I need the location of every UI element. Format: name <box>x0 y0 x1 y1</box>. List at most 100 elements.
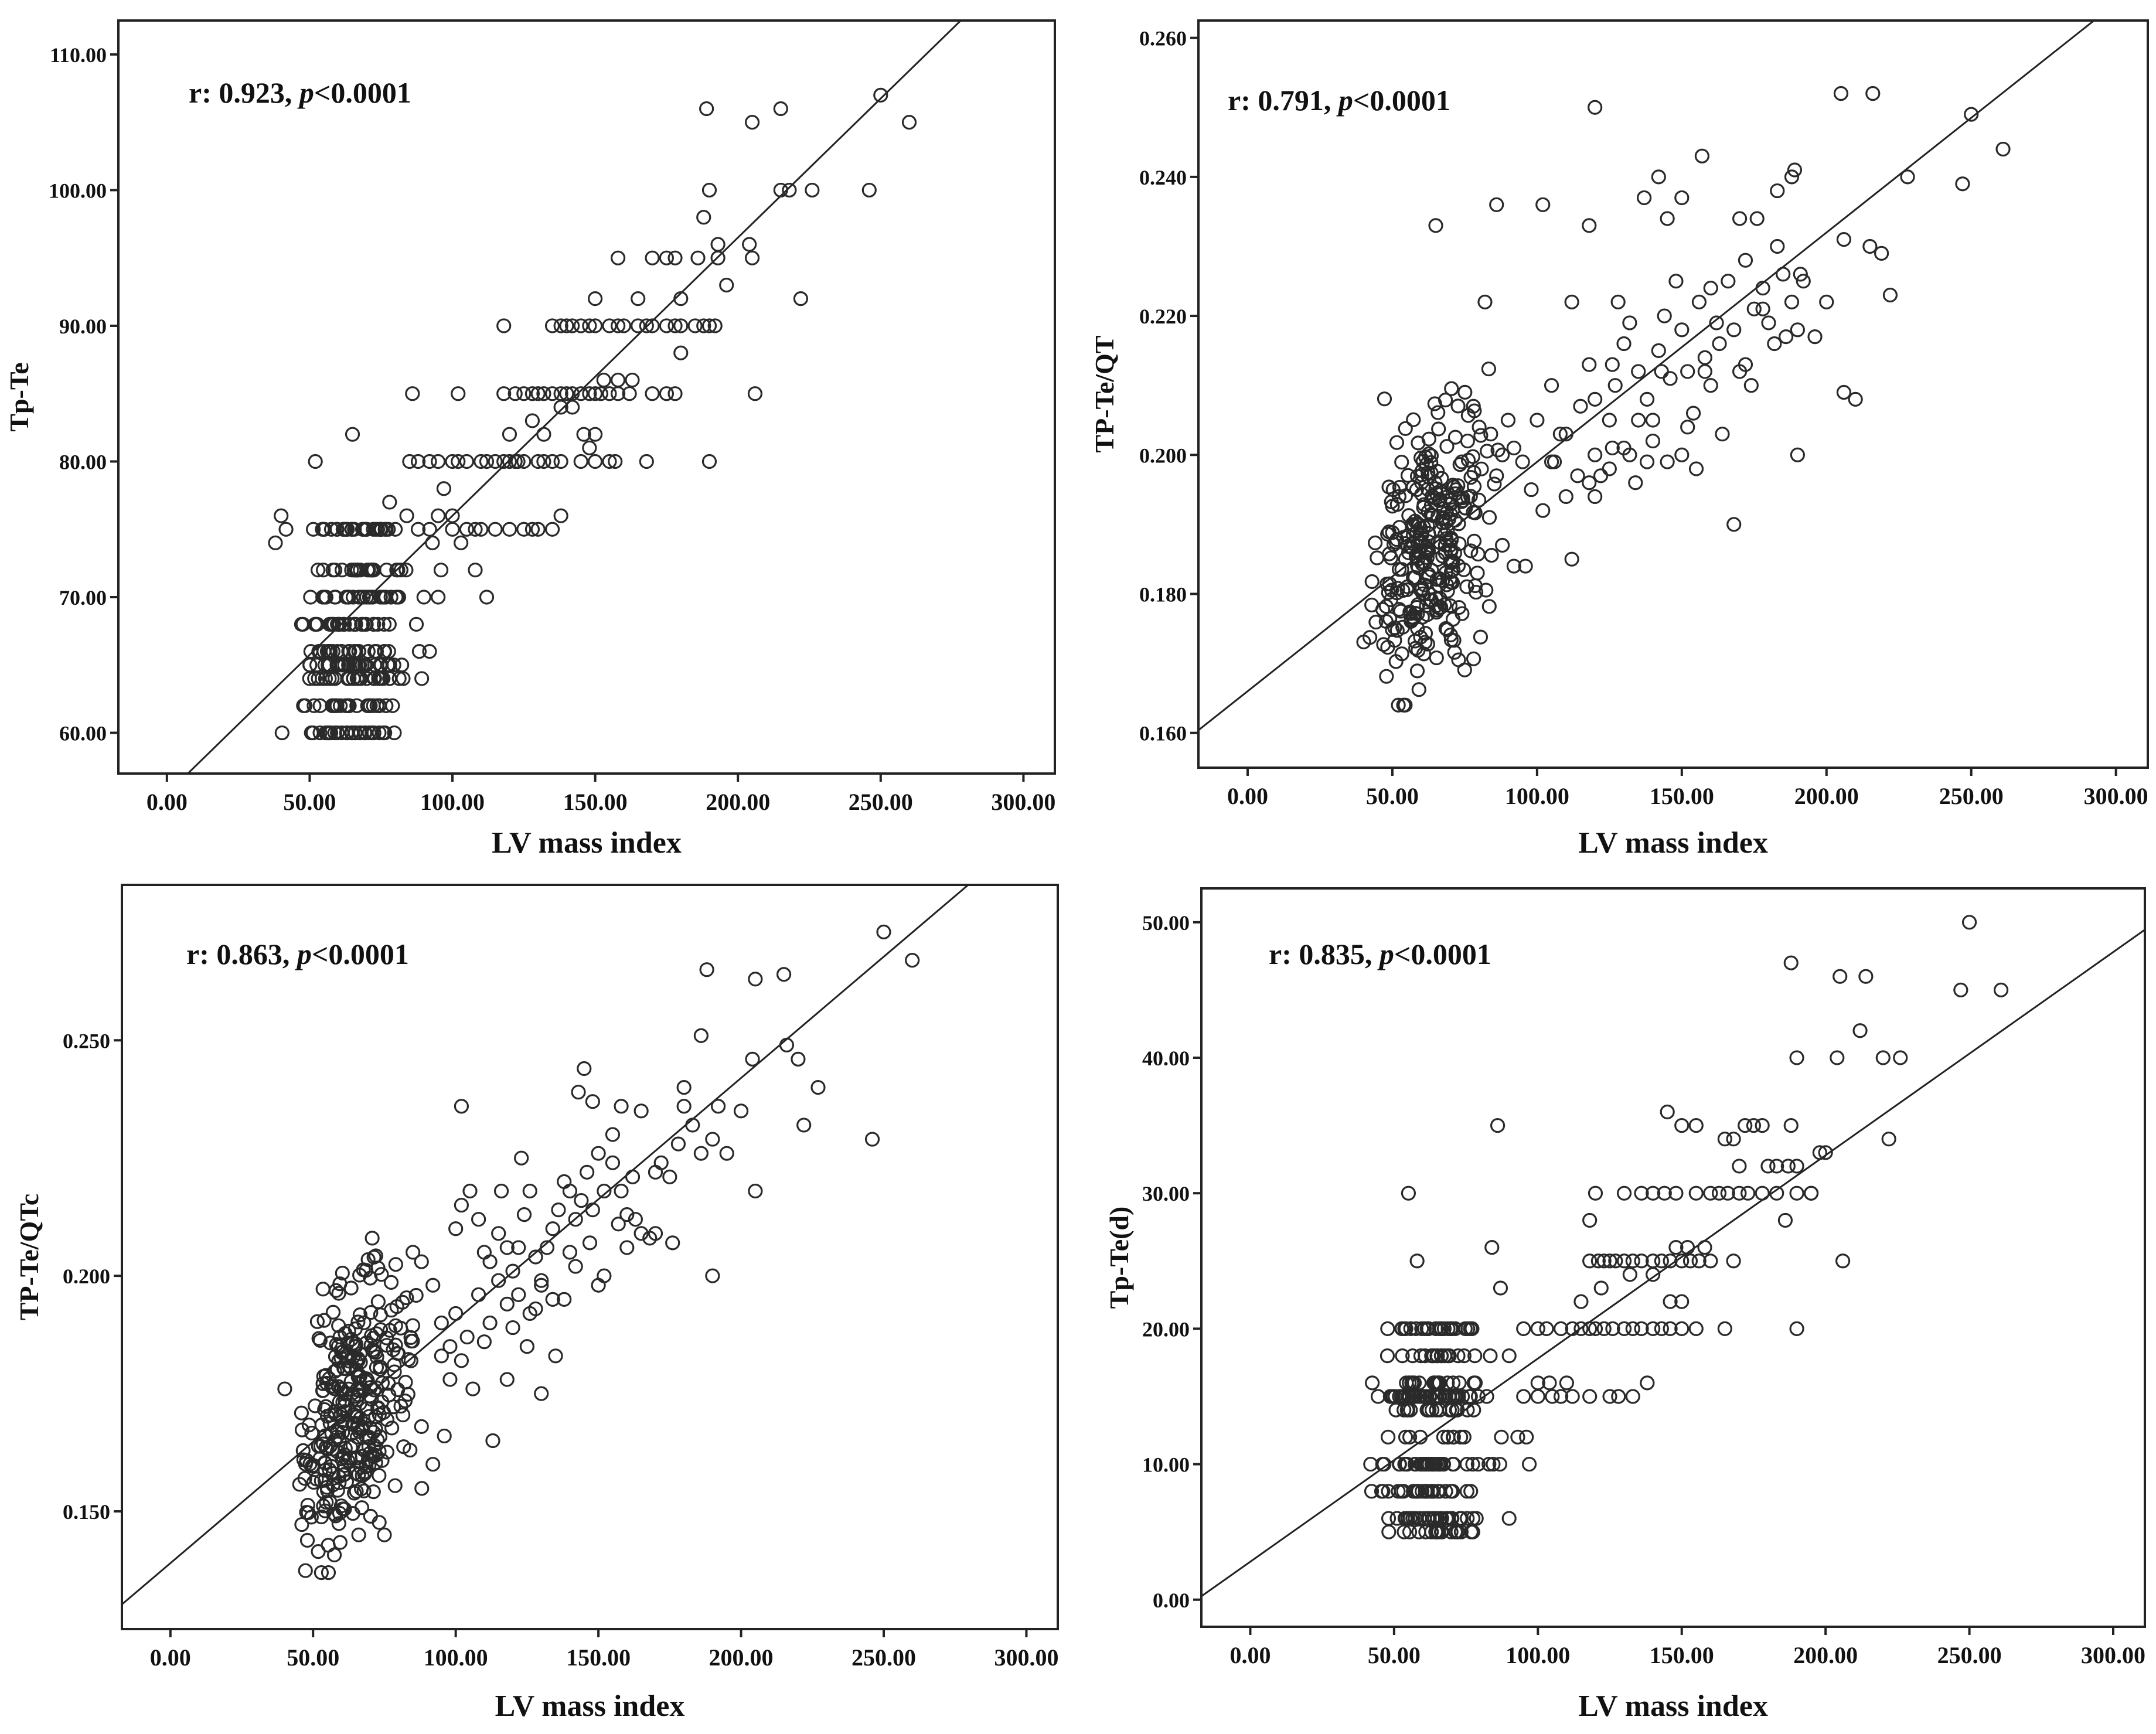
y-tick-label: 0.200 <box>63 1265 110 1288</box>
data-point <box>302 671 317 686</box>
y-tick-label: 40.00 <box>1142 1047 1190 1070</box>
data-point <box>1413 520 1428 536</box>
data-point <box>368 1248 383 1263</box>
data-point <box>1668 1240 1684 1255</box>
data-point <box>1377 391 1392 407</box>
data-point <box>1709 315 1724 331</box>
y-tick-label: 20.00 <box>1142 1317 1190 1341</box>
data-point <box>1391 489 1406 504</box>
data-point <box>1438 1389 1453 1404</box>
data-point <box>373 1307 388 1323</box>
data-point <box>1430 405 1446 420</box>
data-point <box>355 1468 370 1483</box>
data-point <box>1688 1118 1704 1133</box>
data-point <box>355 1449 370 1464</box>
data-point <box>645 386 660 401</box>
data-point <box>645 250 660 265</box>
data-point <box>1755 1185 1770 1201</box>
data-point <box>608 454 623 469</box>
data-point <box>1466 465 1481 480</box>
data-point <box>1668 274 1684 289</box>
data-point <box>573 454 588 469</box>
data-point <box>1796 274 1811 289</box>
data-point <box>361 563 376 578</box>
data-point <box>733 1103 749 1119</box>
data-point <box>873 87 888 103</box>
data-point <box>511 1287 526 1302</box>
data-point <box>553 318 568 333</box>
data-point <box>379 1338 394 1353</box>
data-point <box>383 590 398 605</box>
data-point <box>442 1339 458 1354</box>
x-tick-label: 150.00 <box>563 789 628 815</box>
data-point <box>317 658 332 673</box>
data-point <box>485 1433 500 1449</box>
data-point <box>1380 1348 1395 1364</box>
data-point <box>1500 413 1516 428</box>
data-point <box>1414 467 1430 482</box>
data-point <box>1501 1348 1517 1364</box>
data-point <box>562 1245 578 1260</box>
data-point <box>876 924 891 939</box>
fit-line <box>122 885 970 1605</box>
data-point <box>382 1323 397 1338</box>
data-point <box>314 1565 329 1580</box>
data-point <box>562 1183 578 1199</box>
data-point <box>1610 294 1626 309</box>
data-point <box>1602 1389 1617 1404</box>
p-value: <0.0001 <box>312 938 409 970</box>
data-point <box>773 182 788 198</box>
data-point <box>610 372 626 388</box>
x-axis-label: LV mass index <box>1578 826 1768 860</box>
data-point <box>1388 654 1404 669</box>
data-point <box>696 318 711 333</box>
data-point <box>536 386 551 401</box>
data-point <box>619 1240 635 1255</box>
data-point <box>1423 507 1439 522</box>
data-point <box>1818 1145 1833 1160</box>
data-point <box>349 1429 365 1445</box>
data-point <box>516 1207 532 1222</box>
data-point <box>1466 1402 1481 1418</box>
data-point <box>1833 969 1848 984</box>
data-point <box>1964 107 1979 122</box>
data-point <box>351 1527 366 1542</box>
data-point <box>304 1425 319 1441</box>
data-point <box>425 1277 441 1293</box>
data-point <box>1409 482 1424 498</box>
data-point <box>381 644 396 659</box>
data-point <box>1501 1511 1517 1526</box>
data-point <box>316 1313 332 1328</box>
data-point <box>1564 294 1579 309</box>
data-point <box>1466 533 1482 549</box>
data-point <box>534 1273 549 1288</box>
data-point <box>1558 427 1573 442</box>
data-point <box>1770 183 1785 199</box>
data-point <box>1413 1348 1429 1364</box>
x-axis-label: LV mass index <box>492 826 682 860</box>
scatter-panel-tp-te-qtc: 0.00 50.00 100.00 150.00 200.00 250.00 300.00 0… <box>0 867 1078 1734</box>
data-point <box>544 454 560 469</box>
data-point <box>330 1483 345 1498</box>
data-point <box>1381 1484 1396 1499</box>
data-point <box>488 454 503 469</box>
data-point <box>325 1304 341 1320</box>
data-point <box>345 590 361 605</box>
data-point <box>1654 1253 1669 1269</box>
data-point <box>414 1419 429 1434</box>
x-tick-label: 300.00 <box>994 1644 1058 1671</box>
data-point <box>1492 1456 1507 1472</box>
data-point <box>1398 1321 1414 1336</box>
data-point <box>653 1155 669 1170</box>
data-point <box>398 1375 413 1390</box>
data-point <box>365 590 380 605</box>
data-point <box>1356 634 1371 650</box>
data-point <box>1544 378 1559 393</box>
data-point <box>1447 486 1463 502</box>
data-point <box>465 1381 481 1396</box>
data-point <box>1602 461 1617 476</box>
data-point <box>325 644 340 659</box>
data-point <box>1521 1456 1537 1472</box>
data-point <box>1395 582 1411 598</box>
data-point <box>1646 1185 1661 1201</box>
